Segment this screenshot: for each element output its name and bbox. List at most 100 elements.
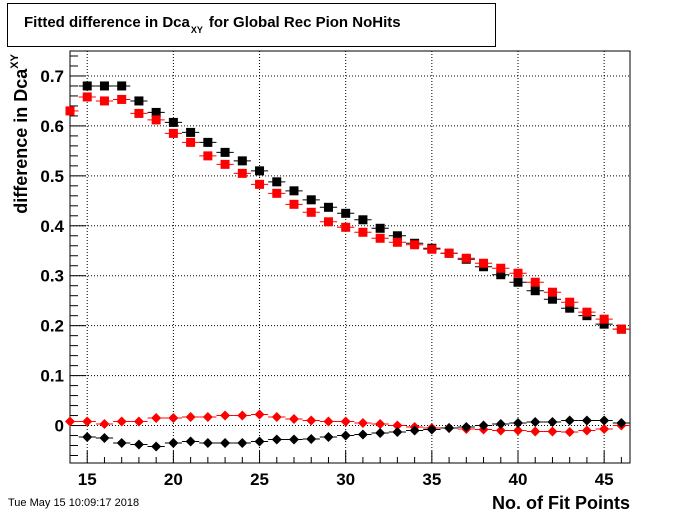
data-point-diamond bbox=[581, 425, 592, 436]
x-tick-label: 15 bbox=[78, 470, 97, 489]
data-point-square bbox=[99, 81, 109, 91]
data-point-square bbox=[99, 96, 109, 106]
y-tick-label: 0.5 bbox=[40, 167, 64, 186]
data-point-square bbox=[323, 202, 333, 212]
data-point-diamond bbox=[599, 415, 610, 426]
y-axis-label-subscript: XY bbox=[9, 53, 21, 68]
timestamp: Tue May 15 10:09:17 2018 bbox=[8, 497, 140, 509]
data-point-diamond bbox=[289, 414, 299, 425]
data-point-diamond bbox=[185, 412, 196, 423]
data-point-diamond bbox=[547, 417, 558, 428]
data-point-diamond bbox=[616, 418, 627, 429]
data-point-square bbox=[220, 147, 230, 157]
data-point-diamond bbox=[340, 430, 351, 441]
data-point-diamond bbox=[202, 438, 213, 449]
plot-frame bbox=[69, 50, 631, 464]
data-point-diamond bbox=[99, 433, 110, 444]
data-point-square bbox=[186, 137, 196, 147]
data-point-diamond bbox=[444, 423, 455, 434]
axes-layer bbox=[69, 50, 631, 464]
data-point-diamond bbox=[478, 420, 489, 431]
data-point-square bbox=[272, 177, 282, 187]
data-point-diamond bbox=[461, 422, 472, 433]
data-point-square bbox=[306, 195, 316, 205]
data-point-square bbox=[272, 188, 282, 198]
data-point-diamond bbox=[306, 434, 317, 445]
data-point-square bbox=[82, 81, 92, 91]
data-point-square bbox=[599, 314, 609, 324]
data-point-diamond bbox=[323, 416, 334, 427]
data-point-square bbox=[255, 166, 265, 176]
data-point-diamond bbox=[202, 412, 213, 423]
x-tick-label: 35 bbox=[422, 470, 441, 489]
data-point-square bbox=[65, 106, 75, 116]
data-point-diamond bbox=[133, 439, 144, 450]
data-point-diamond bbox=[426, 424, 437, 435]
data-point-diamond bbox=[289, 434, 299, 445]
data-point-diamond bbox=[495, 419, 506, 430]
data-point-square bbox=[237, 168, 247, 178]
data-point-square bbox=[547, 294, 557, 304]
data-point-square bbox=[496, 263, 506, 273]
data-point-square bbox=[203, 137, 213, 147]
data-point-diamond bbox=[237, 410, 248, 421]
y-tick-label: 0 bbox=[55, 417, 64, 436]
data-point-square bbox=[513, 268, 523, 278]
labels-layer: 15 20 25 30 35 40 45 0 0.1 0.2 0.3 0.4 0.5 0.6 0.7 No. … bbox=[9, 53, 630, 513]
data-point-square bbox=[461, 253, 471, 263]
data-point-square bbox=[392, 237, 402, 247]
y-tick-label: 0.6 bbox=[40, 117, 64, 136]
marks-layer bbox=[65, 81, 630, 452]
data-point-diamond bbox=[513, 418, 523, 429]
data-point-diamond bbox=[564, 415, 575, 426]
data-point-square bbox=[513, 277, 523, 287]
data-point-diamond bbox=[254, 436, 265, 447]
data-point-diamond bbox=[392, 427, 403, 438]
y-tick-label: 0.7 bbox=[40, 67, 64, 86]
data-point-square bbox=[616, 324, 626, 334]
data-point-square bbox=[582, 307, 592, 317]
chart-title: Fitted difference in DcaXY for Global Rec… bbox=[24, 14, 401, 35]
data-point-square bbox=[151, 115, 161, 125]
x-tick-label: 45 bbox=[595, 470, 614, 489]
data-point-diamond bbox=[513, 425, 523, 436]
data-point-diamond bbox=[306, 415, 317, 426]
x-tick-label: 30 bbox=[336, 470, 355, 489]
data-point-diamond bbox=[151, 413, 162, 424]
y-axis-label-main: difference in Dca bbox=[11, 68, 31, 214]
y-tick-label: 0.2 bbox=[40, 317, 64, 336]
data-point-square bbox=[203, 151, 213, 161]
data-point-square bbox=[341, 208, 351, 218]
chart-title-box: Fitted difference in DcaXY for Global Rec… bbox=[7, 3, 496, 47]
data-point-square bbox=[375, 233, 385, 243]
data-point-square bbox=[530, 286, 540, 296]
title-subscript: XY bbox=[190, 25, 203, 35]
data-point-diamond bbox=[133, 416, 144, 427]
data-point-diamond bbox=[168, 438, 179, 449]
x-axis-label: No. of Fit Points bbox=[492, 493, 630, 513]
title-prefix: Fitted difference in Dca bbox=[24, 14, 190, 31]
data-point-square bbox=[341, 222, 351, 232]
data-point-square bbox=[358, 227, 368, 237]
data-point-diamond bbox=[65, 416, 75, 427]
y-axis-label: difference in DcaXY bbox=[9, 53, 31, 213]
data-point-square bbox=[323, 217, 333, 227]
data-point-diamond bbox=[116, 416, 127, 427]
x-tick-label: 20 bbox=[164, 470, 183, 489]
x-tick-label: 25 bbox=[250, 470, 269, 489]
data-point-diamond bbox=[392, 420, 403, 431]
data-point-diamond bbox=[530, 417, 541, 428]
data-point-square bbox=[410, 240, 420, 250]
x-tick-label: 40 bbox=[509, 470, 528, 489]
data-point-square bbox=[565, 297, 575, 307]
data-point-diamond bbox=[116, 438, 127, 449]
data-point-diamond bbox=[340, 416, 351, 427]
data-point-diamond bbox=[151, 441, 162, 452]
data-point-square bbox=[358, 215, 368, 225]
data-point-square bbox=[255, 179, 265, 189]
data-point-diamond bbox=[82, 432, 93, 443]
data-point-diamond bbox=[357, 418, 368, 429]
data-point-diamond bbox=[185, 436, 196, 447]
data-point-square bbox=[117, 81, 127, 91]
